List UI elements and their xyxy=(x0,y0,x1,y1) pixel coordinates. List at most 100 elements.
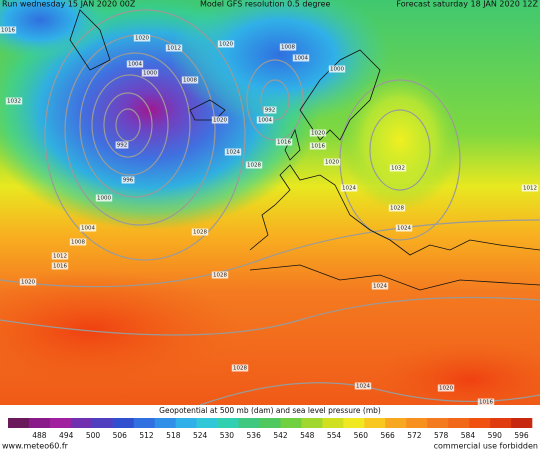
label-box xyxy=(389,164,407,172)
forecast-info: Forecast saturday 18 JAN 2020 12Z xyxy=(396,0,538,9)
isobar-label: 996 xyxy=(123,178,134,184)
label-box xyxy=(340,184,358,192)
isobar-label: 1000 xyxy=(143,71,157,77)
label-box xyxy=(245,161,263,169)
label-box xyxy=(115,141,129,149)
cold-area xyxy=(0,0,110,60)
isobar-label: 1020 xyxy=(439,386,453,392)
label-box xyxy=(51,252,69,260)
label-box xyxy=(217,40,235,48)
scale-label: 530 xyxy=(220,431,235,440)
isobar-label: 1020 xyxy=(21,280,35,286)
isobar-label: 1028 xyxy=(193,230,207,236)
swatch xyxy=(133,418,156,428)
site: www.meteo60.fr xyxy=(2,442,69,450)
label-box xyxy=(51,262,69,270)
label-box xyxy=(354,382,372,390)
swatch xyxy=(91,418,114,428)
isobar-label: 1016 xyxy=(311,144,325,150)
ridge-area xyxy=(340,70,460,210)
swatch xyxy=(427,418,449,428)
isobar-label: 1016 xyxy=(277,140,291,146)
label-box xyxy=(371,282,389,290)
label-box xyxy=(263,106,277,114)
model-info: Model GFS resolution 0.5 degree xyxy=(200,0,330,9)
swatch xyxy=(70,418,93,428)
isobar-label: 1004 xyxy=(294,56,308,62)
notice: commercial use forbidden xyxy=(434,442,538,450)
label-box xyxy=(309,129,327,137)
label-box xyxy=(328,65,346,73)
isobar-label: 1028 xyxy=(247,163,261,169)
label-box xyxy=(141,69,159,77)
label-box xyxy=(211,116,229,124)
isobar-label: 1020 xyxy=(219,42,233,48)
swatch xyxy=(448,418,470,428)
label-box xyxy=(256,116,274,124)
scale-label: 524 xyxy=(193,431,208,440)
isobar-label: 1008 xyxy=(183,78,197,84)
swatch xyxy=(322,418,344,428)
scale-label: 518 xyxy=(166,431,181,440)
label-box xyxy=(521,184,539,192)
label-box xyxy=(309,142,327,150)
isobar-label: 1020 xyxy=(325,160,339,166)
isobar-label: 1032 xyxy=(7,99,21,105)
color-scale: 488 494 500 506 512 518 524 530 536 542 548 554 560 5… xyxy=(8,418,533,440)
label-box xyxy=(79,224,97,232)
scale-label: 566 xyxy=(380,431,395,440)
swatch xyxy=(28,418,51,428)
isobar-label: 1012 xyxy=(523,186,537,192)
label-box xyxy=(69,238,87,246)
isobar-label: 1004 xyxy=(258,118,272,124)
isobar-label: 1016 xyxy=(479,400,493,406)
isobar-label: 992 xyxy=(265,108,276,114)
scale-label: 506 xyxy=(113,431,128,440)
label-box xyxy=(133,34,151,42)
swatch xyxy=(259,418,281,428)
label-box xyxy=(395,224,413,232)
label-box xyxy=(5,97,23,105)
label-box xyxy=(231,364,249,372)
label-box xyxy=(121,176,135,184)
isobar-label: 1028 xyxy=(390,206,404,212)
isobar-label: 1020 xyxy=(311,131,325,137)
scale-label: 596 xyxy=(514,431,529,440)
isobar-label: 1016 xyxy=(53,264,67,270)
isobar-label: 1032 xyxy=(391,166,405,172)
swatch xyxy=(301,418,323,428)
cold-area xyxy=(170,0,390,125)
label-box xyxy=(437,384,455,392)
isobar-label: 1008 xyxy=(281,45,295,51)
scale-label: 512 xyxy=(139,431,154,440)
isobar-label: 1004 xyxy=(81,226,95,232)
swatch xyxy=(406,418,428,428)
isobar-label: 1024 xyxy=(226,150,240,156)
swatch xyxy=(112,418,135,428)
scale-label: 488 xyxy=(32,431,47,440)
scale-label: 590 xyxy=(488,431,503,440)
label-box xyxy=(95,194,113,202)
isobar-label: 1024 xyxy=(397,226,411,232)
scale-label: 572 xyxy=(407,431,422,440)
swatch xyxy=(511,418,533,428)
scale-label: 494 xyxy=(59,431,74,440)
isobar-label: 1024 xyxy=(373,284,387,290)
coastlines xyxy=(69,9,540,291)
isobar-labels: 1016 1032 1020 1012 1004 1000 1008 1020 1008 1004… xyxy=(0,26,539,406)
scale-label: 554 xyxy=(327,431,342,440)
scale-label: 542 xyxy=(273,431,288,440)
isobar-label: 1008 xyxy=(71,240,85,246)
label-box xyxy=(191,228,209,236)
scale-label: 536 xyxy=(247,431,262,440)
swatch xyxy=(385,418,407,428)
legend-title: Geopotential at 500 mb (dam) and sea lev… xyxy=(159,406,381,415)
scale-label: 584 xyxy=(461,431,476,440)
swatch xyxy=(49,418,72,428)
isobar-label: 1024 xyxy=(356,384,370,390)
label-box xyxy=(19,278,37,286)
label-box xyxy=(165,44,183,52)
isobar-label: 1016 xyxy=(1,28,15,34)
label-box xyxy=(323,158,341,166)
